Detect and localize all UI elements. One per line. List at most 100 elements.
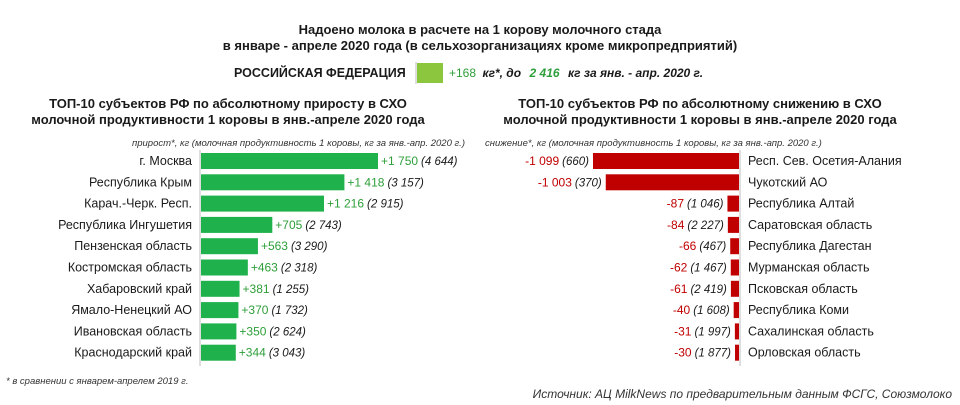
- right-bar: [733, 302, 739, 319]
- right-value-label: -66 (467): [679, 239, 726, 253]
- left-bar: [201, 195, 324, 212]
- right-bar: [727, 216, 739, 233]
- right-category-label: Саратовская область: [748, 218, 872, 232]
- left-bar: [201, 280, 240, 297]
- chart-title-line1: Надоено молока в расчете на 1 корову мол…: [299, 22, 663, 37]
- right-total: (1 877): [695, 348, 732, 360]
- left-category-label: Карач.-Черк. Респ.: [84, 197, 192, 211]
- right-category-label: Мурманская область: [748, 261, 870, 275]
- left-total: (3 043): [269, 348, 306, 360]
- right-category-label: Республика Дагестан: [748, 239, 872, 253]
- footnote: * в сравнении с январем-апрелем 2019 г.: [6, 376, 188, 387]
- left-bar: [201, 344, 236, 361]
- right-value: -1 003: [538, 175, 572, 189]
- right-total: (1 608): [693, 305, 730, 317]
- right-bar: [605, 174, 739, 191]
- federation-growth-unit: кг*, до: [482, 66, 521, 80]
- right-bar: [730, 259, 739, 276]
- left-category-label: Костромская область: [68, 261, 192, 275]
- right-total: (370): [575, 177, 602, 189]
- left-bar: [201, 153, 378, 169]
- left-total: (2 318): [281, 263, 318, 275]
- right-category-label: Республика Коми: [748, 303, 849, 317]
- left-total: (2 915): [367, 199, 404, 211]
- left-value: +705: [275, 218, 302, 232]
- right-total: (467): [699, 241, 726, 253]
- right-category-label: Республика Алтай: [748, 197, 854, 211]
- left-value-label: +1 750 (4 644): [381, 154, 458, 168]
- right-value: -62: [670, 261, 688, 275]
- left-category-label: Хабаровский край: [87, 282, 192, 296]
- right-panel-note: снижение*, кг (молочная продуктивность 1…: [485, 138, 822, 149]
- right-total: (1 467): [690, 263, 727, 275]
- left-value-label: +381 (1 255): [243, 282, 310, 296]
- source-note: Источник: АЦ MilkNews по предварительным…: [533, 387, 953, 401]
- left-total: (2 743): [305, 220, 342, 232]
- left-total: (3 290): [291, 241, 328, 253]
- right-value-label: -62 (1 467): [670, 261, 727, 275]
- right-value-label: -31 (1 997): [674, 324, 731, 338]
- left-value: +563: [261, 239, 288, 253]
- left-category-label: г. Москва: [139, 154, 192, 168]
- left-total: (3 157): [387, 177, 424, 189]
- right-value-label: -1 099 (660): [525, 154, 589, 168]
- federation-bar: [417, 63, 443, 83]
- right-category-label: Респ. Сев. Осетия-Алания: [748, 154, 902, 168]
- right-category-label: Орловская область: [748, 346, 861, 360]
- federation-summary: +168 кг*, до 2 416 кг за янв. - апр. 202…: [449, 64, 703, 81]
- left-bar: [201, 216, 273, 233]
- left-value-label: +463 (2 318): [251, 261, 318, 275]
- right-bar: [730, 280, 739, 297]
- right-total: (660): [562, 156, 589, 168]
- right-category-label: Сахалинская область: [748, 324, 874, 338]
- right-bar: [735, 344, 739, 361]
- left-value: +344: [239, 346, 266, 360]
- left-total: (2 624): [269, 326, 306, 338]
- left-bar: [201, 323, 237, 340]
- right-bar: [593, 153, 739, 169]
- right-value: -1 099: [525, 154, 559, 168]
- federation-growth: +168: [449, 66, 476, 80]
- right-total: (2 419): [690, 284, 727, 296]
- left-value: +1 216: [327, 197, 364, 211]
- right-category-label: Псковская область: [748, 282, 858, 296]
- federation-total-suffix: кг за янв. - апр. 2020 г.: [568, 66, 703, 80]
- right-panel-title-line2: молочной продуктивности 1 коровы в янв.-…: [503, 112, 897, 127]
- left-value-label: +350 (2 624): [239, 324, 306, 338]
- left-bar: [201, 259, 248, 276]
- right-value-label: -40 (1 608): [673, 303, 730, 317]
- right-value: -84: [667, 218, 685, 232]
- chart-title-line2: в январе - апреле 2020 года (в сельхозор…: [223, 38, 737, 53]
- right-value: -61: [670, 282, 688, 296]
- left-bar: [201, 174, 345, 191]
- left-value: +350: [239, 324, 266, 338]
- left-value-label: +1 216 (2 915): [327, 197, 404, 211]
- right-value: -87: [667, 197, 685, 211]
- federation-total: 2 416: [529, 66, 560, 80]
- right-value-label: -87 (1 046): [667, 197, 724, 211]
- left-value-label: +1 418 (3 157): [347, 175, 424, 189]
- right-value-label: -84 (2 227): [667, 218, 724, 232]
- right-value-label: -1 003 (370): [538, 175, 602, 189]
- right-bar: [730, 238, 739, 255]
- right-total: (1 997): [694, 326, 731, 338]
- right-bar: [727, 195, 739, 212]
- left-value-label: +563 (3 290): [261, 239, 328, 253]
- right-value: -30: [674, 346, 692, 360]
- left-value-label: +705 (2 743): [275, 218, 342, 232]
- left-panel-note: прирост*, кг (молочная продуктивность 1 …: [132, 138, 465, 149]
- left-value: +370: [241, 303, 268, 317]
- right-bar: [734, 323, 739, 340]
- federation-label: РОССИЙСКАЯ ФЕДЕРАЦИЯ: [234, 65, 406, 80]
- right-panel-title-line1: ТОП-10 субъектов РФ по абсолютному сниже…: [518, 96, 881, 111]
- left-category-label: Ямало-Ненецкий АО: [71, 303, 192, 317]
- right-value-label: -30 (1 877): [674, 346, 731, 360]
- left-category-label: Республика Крым: [89, 175, 192, 189]
- right-value-label: -61 (2 419): [670, 282, 727, 296]
- left-value: +381: [243, 282, 270, 296]
- right-chart-bars: -1 099 (660) Респ. Сев. Осетия-Алания -1 00…: [525, 153, 902, 361]
- left-total: (1 255): [273, 284, 310, 296]
- left-chart-bars: г. Москва +1 750 (4 644) Республика Крым +1 …: [58, 153, 458, 361]
- left-total: (4 644): [421, 156, 458, 168]
